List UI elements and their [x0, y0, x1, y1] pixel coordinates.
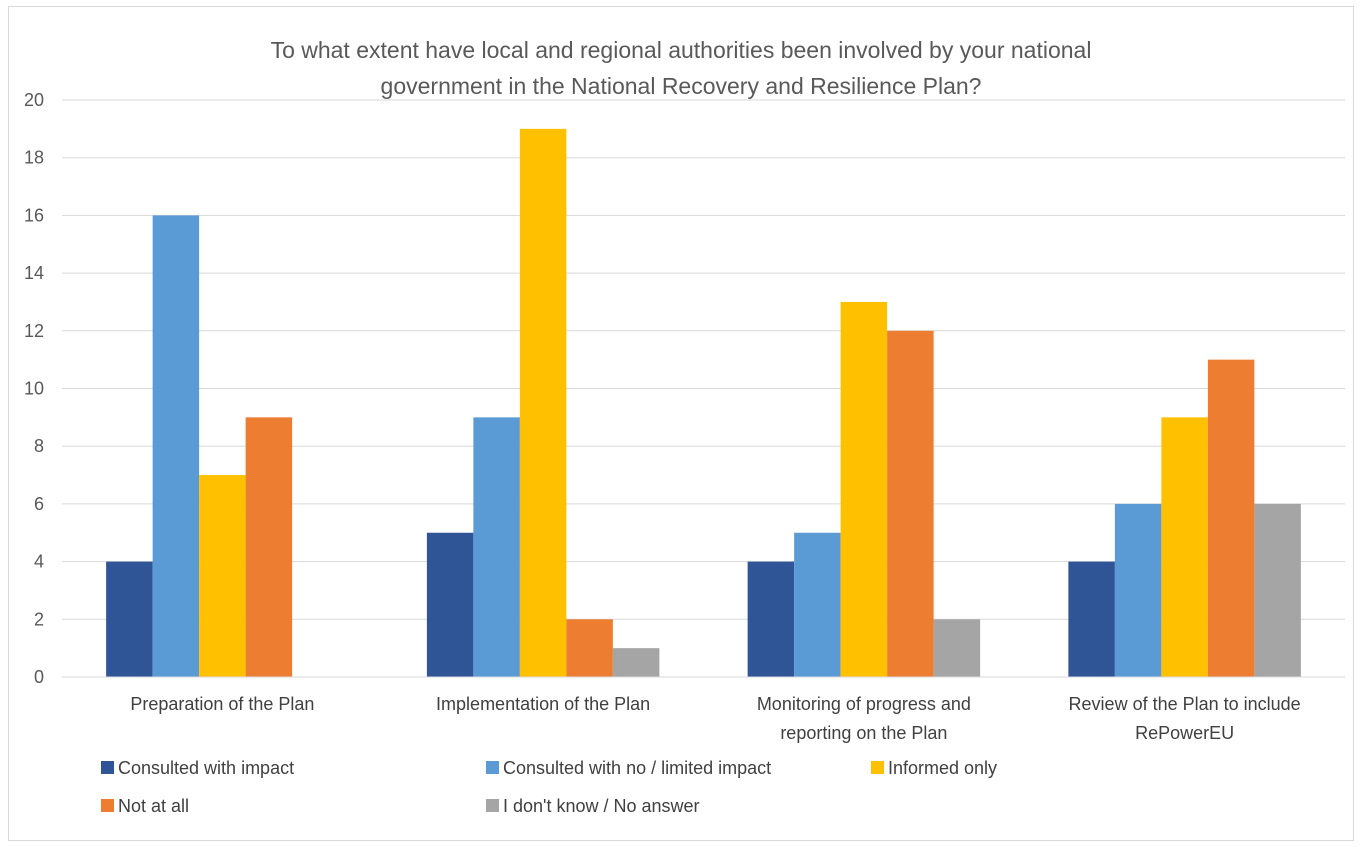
x-category-label: Preparation of the Plan — [130, 694, 314, 714]
legend-swatch — [101, 799, 114, 812]
legend-swatch — [486, 761, 499, 774]
chart-title-line-1: To what extent have local and regional a… — [271, 37, 1092, 63]
y-tick-label: 16 — [24, 205, 44, 225]
y-tick-label: 6 — [34, 494, 44, 514]
bar — [612, 648, 660, 677]
y-tick-label: 4 — [34, 552, 44, 572]
bar — [1207, 359, 1255, 677]
x-category-label: RePowerEU — [1135, 723, 1234, 743]
bar — [1068, 561, 1115, 677]
legend-label: I don't know / No answer — [503, 796, 700, 816]
y-tick-label: 8 — [34, 436, 44, 456]
y-axis-tick-labels: 0 2 4 6 8 10 12 14 16 18 20 — [24, 90, 44, 687]
bar — [426, 532, 474, 677]
bar — [887, 330, 934, 677]
bar — [519, 128, 567, 678]
x-category-label: Implementation of the Plan — [436, 694, 650, 714]
legend-label: Informed only — [888, 758, 997, 778]
bar — [106, 561, 153, 677]
bars — [106, 128, 1301, 678]
y-tick-label: 12 — [24, 321, 44, 341]
legend-swatch — [871, 761, 884, 774]
bar — [566, 619, 613, 677]
legend: Consulted with impact Consulted with no /… — [101, 758, 997, 816]
bar — [794, 532, 841, 677]
bar — [152, 215, 200, 677]
y-tick-label: 2 — [34, 609, 44, 629]
x-axis-category-labels: Preparation of the Plan Implementation of… — [130, 694, 1300, 743]
bar — [933, 619, 981, 677]
legend-label: Consulted with no / limited impact — [503, 758, 771, 778]
y-tick-label: 0 — [34, 667, 44, 687]
legend-label: Consulted with impact — [118, 758, 294, 778]
chart-frame — [8, 6, 1354, 841]
legend-swatch — [101, 761, 114, 774]
y-tick-label: 18 — [24, 148, 44, 168]
x-category-label: Monitoring of progress and — [757, 694, 971, 714]
x-category-label: reporting on the Plan — [780, 723, 947, 743]
bar — [1254, 503, 1301, 677]
bar — [245, 417, 293, 677]
bar — [840, 301, 888, 677]
legend-label: Not at all — [118, 796, 189, 816]
x-category-label: Review of the Plan to include — [1069, 694, 1301, 714]
chart-title: To what extent have local and regional a… — [271, 37, 1092, 99]
bar — [1114, 503, 1162, 677]
y-tick-label: 10 — [24, 379, 44, 399]
y-tick-label: 14 — [24, 263, 44, 283]
bar — [1161, 417, 1208, 677]
legend-swatch — [486, 799, 499, 812]
bar — [473, 417, 520, 677]
chart-title-line-2: government in the National Recovery and … — [381, 73, 982, 99]
bar — [199, 475, 246, 677]
bar — [747, 561, 795, 677]
y-tick-label: 20 — [24, 90, 44, 110]
